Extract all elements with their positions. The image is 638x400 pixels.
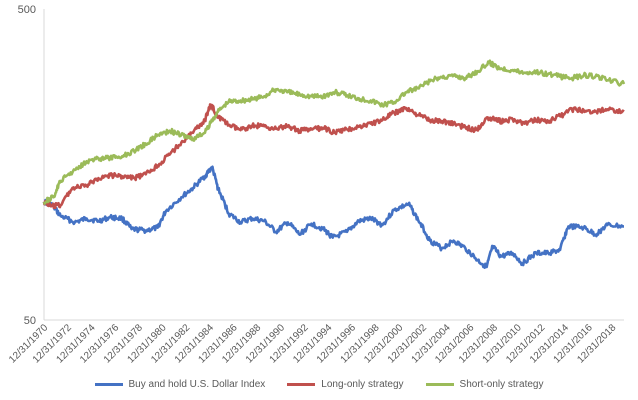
series-line-0 <box>42 165 625 270</box>
legend-label-short: Short-only strategy <box>459 378 544 390</box>
legend-label-long: Long-only strategy <box>321 378 404 390</box>
legend-item-long[interactable]: Long-only strategy <box>287 378 404 390</box>
series-line-2 <box>42 59 626 205</box>
legend-item-short[interactable]: Short-only strategy <box>425 378 544 390</box>
legend-item-usd[interactable]: Buy and hold U.S. Dollar Index <box>94 378 266 390</box>
legend-swatch-usd <box>94 382 123 386</box>
legend: Buy and hold U.S. Dollar Index Long-only… <box>0 374 638 394</box>
x-tick-labels: 12/31/197012/31/197212/31/197412/31/1976… <box>7 322 619 365</box>
y-tick-label-bottom: 50 <box>24 315 36 327</box>
legend-swatch-short <box>425 382 454 386</box>
legend-label-usd: Buy and hold U.S. Dollar Index <box>128 378 266 390</box>
legend-swatch-long <box>287 382 316 386</box>
series-line-1 <box>42 103 625 210</box>
y-tick-label-top: 500 <box>18 4 36 16</box>
series-lines <box>42 59 626 270</box>
